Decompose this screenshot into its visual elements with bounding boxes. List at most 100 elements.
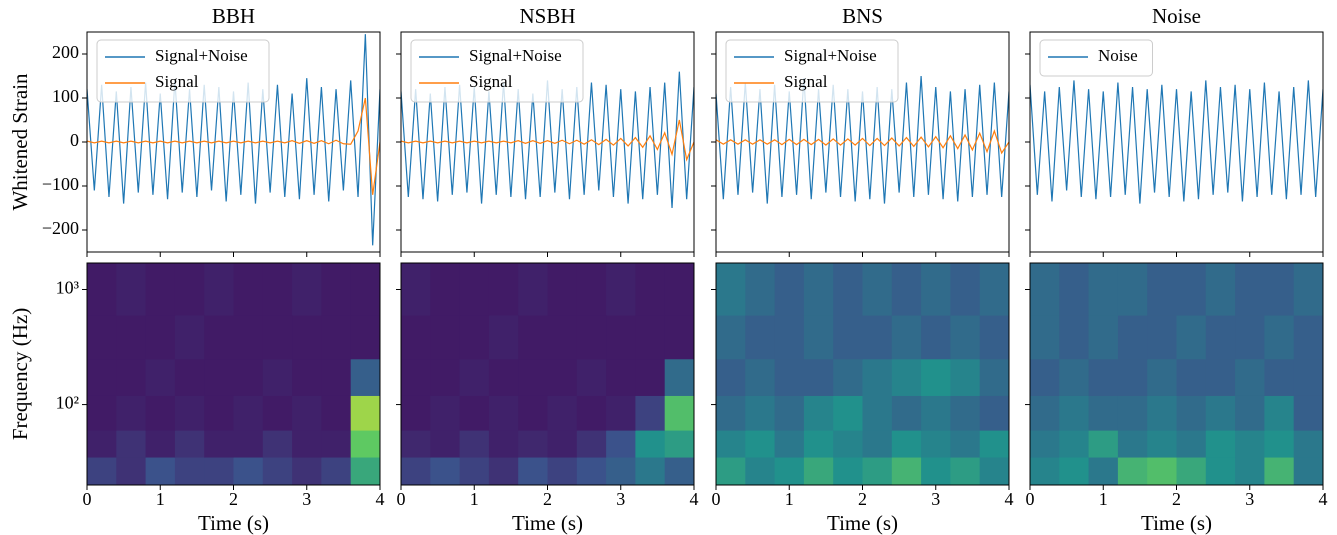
heat-cell [518,315,548,360]
heat-cell [321,457,352,485]
heat-cell [606,315,636,360]
legend-label: Signal+Noise [155,46,248,65]
heat-cell [145,430,176,458]
heat-cell [891,263,922,316]
heat-cell [1030,430,1060,458]
heat-cell [1293,395,1323,431]
heat-cell [1147,430,1177,458]
heat-cell [233,263,264,316]
heat-cell [606,358,636,396]
heat-cell [833,358,863,396]
heat-cell [635,395,666,431]
heat-cell [87,315,117,360]
heat-cell [1264,315,1295,360]
y-axis-label: Whitened Strain [8,73,32,211]
heat-cell [204,358,234,396]
x-tick-label: 3 [1245,489,1254,509]
heat-cell [803,457,834,485]
heat-cell [1205,315,1236,360]
heat-cell [664,358,694,396]
heat-cell [350,457,380,485]
x-tick-label: 1 [470,489,479,509]
legend-label: Signal [155,72,199,91]
plot-area [401,263,694,485]
heat-cell [488,457,519,485]
y-tick-label: −200 [42,218,79,238]
heat-cell [292,457,322,485]
heat-cell [635,457,666,485]
heat-cell [174,263,205,316]
heat-cell [547,430,578,458]
series-line [87,97,380,195]
heat-cell [1176,358,1207,396]
heat-cell [862,358,893,396]
heat-cell [950,263,981,316]
heat-cell [745,430,776,458]
heat-cell [459,315,490,360]
heat-cell [803,395,834,431]
heat-cell [401,315,431,360]
heat-cell [1235,358,1265,396]
heat-cell [664,315,694,360]
heat-cell [321,358,352,396]
x-tick-label: 3 [931,489,940,509]
heat-cell [116,358,147,396]
heat-cell [430,263,461,316]
heat-cell [321,315,352,360]
heat-cell [1059,358,1090,396]
heat-cell [262,457,293,485]
legend-label: Signal [469,72,513,91]
heat-cell [950,315,981,360]
heat-cell [547,263,578,316]
x-tick-label: 4 [1319,489,1328,509]
series-line [1030,80,1323,204]
heat-cell [1117,430,1148,458]
heat-cell [950,395,981,431]
plot-area [87,263,380,485]
heat-cell [745,263,776,316]
heat-cell [1030,457,1060,485]
heat-cell [1088,430,1119,458]
heat-cell [233,315,264,360]
heat-cell [716,263,746,316]
heat-cell [1235,395,1265,431]
legend-label: Signal [784,72,828,91]
heat-cell [664,263,694,316]
heat-cell [803,263,834,316]
heat-cell [1147,358,1177,396]
x-tick-label: 2 [543,489,552,509]
heat-cell [518,430,548,458]
heat-cell [576,263,607,316]
heat-cell [459,395,490,431]
heat-cell [1030,395,1060,431]
x-tick-label: 4 [690,489,699,509]
heat-cell [803,430,834,458]
heat-cell [635,430,666,458]
heat-cell [1205,430,1236,458]
heat-cell [576,457,607,485]
heat-cell [547,315,578,360]
heat-cell [979,395,1009,431]
heat-cell [891,395,922,431]
x-tick-label: 0 [83,489,92,509]
heat-cell [350,263,380,316]
heat-cell [518,263,548,316]
heat-cell [204,457,234,485]
series-line [401,119,694,162]
heat-cell [803,315,834,360]
heat-cell [635,315,666,360]
panel-title: NSBH [519,4,575,28]
heat-cell [950,430,981,458]
heat-cell [774,263,805,316]
heat-cell [1264,358,1295,396]
heat-cell [488,430,519,458]
heat-cell [774,395,805,431]
heat-cell [1147,263,1177,316]
legend-box [96,39,270,103]
heat-cell [321,263,352,316]
heat-cell [430,395,461,431]
x-tick-label: 1 [1099,489,1108,509]
y-tick-label: −100 [42,174,79,194]
heat-cell [1205,358,1236,396]
